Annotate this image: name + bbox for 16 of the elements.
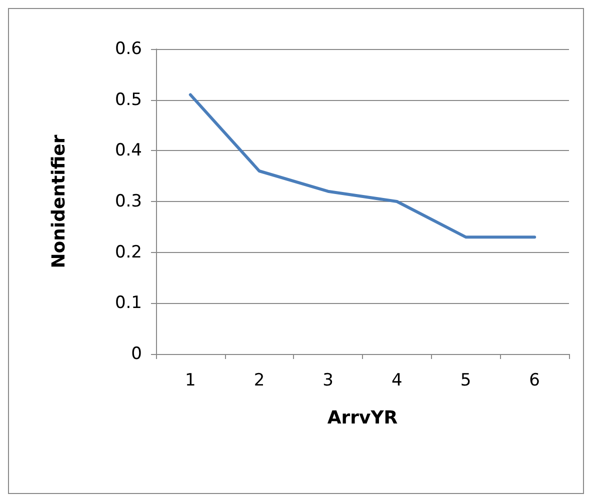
x-tick-label: 2	[254, 370, 265, 390]
y-axis-title: Nonidentifier	[48, 134, 70, 268]
y-tick-label: 0.2	[114, 242, 142, 262]
y-tick-label: 0.6	[114, 39, 142, 59]
x-tick-label: 5	[460, 370, 472, 390]
x-tick-label: 3	[322, 370, 334, 390]
x-tick-label: 4	[392, 370, 402, 390]
x-tick-label: 6	[529, 370, 540, 390]
x-axis-title: ArrvYR	[327, 408, 398, 428]
line-series	[188, 93, 536, 239]
y-tick-label: 0.3	[114, 192, 142, 212]
y-tick-label: 0.4	[114, 140, 142, 161]
y-tick-label: 0.1	[114, 293, 142, 314]
y-tick-label: 0.5	[114, 90, 142, 110]
x-tick-label: 1	[185, 370, 196, 390]
y-tick-label: 0	[131, 344, 142, 364]
